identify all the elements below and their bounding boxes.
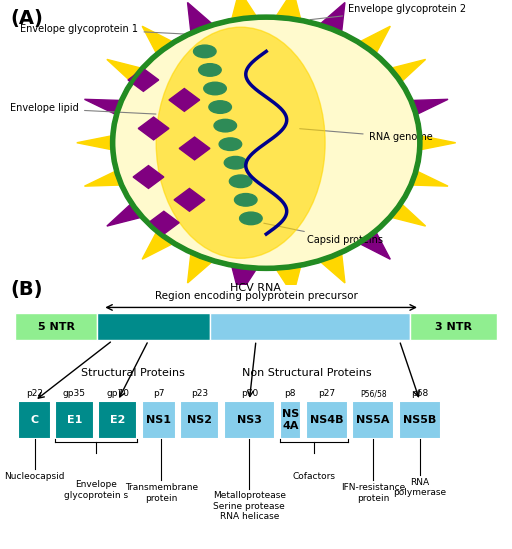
Polygon shape: [128, 69, 159, 91]
Polygon shape: [142, 26, 175, 53]
Text: P56/58: P56/58: [360, 389, 387, 398]
FancyBboxPatch shape: [18, 401, 51, 439]
Polygon shape: [357, 233, 390, 259]
FancyBboxPatch shape: [399, 401, 441, 439]
FancyBboxPatch shape: [280, 401, 301, 439]
Text: (A): (A): [10, 9, 43, 27]
FancyBboxPatch shape: [180, 401, 219, 439]
FancyBboxPatch shape: [97, 313, 210, 340]
Text: RNA
polymerase: RNA polymerase: [393, 478, 446, 497]
FancyBboxPatch shape: [410, 313, 497, 340]
Polygon shape: [169, 88, 200, 111]
Circle shape: [219, 138, 242, 150]
Text: RNA genome: RNA genome: [300, 128, 433, 142]
Text: Nucleocapsid: Nucleocapsid: [5, 472, 65, 481]
Text: p68: p68: [411, 389, 429, 398]
Text: NS1: NS1: [146, 415, 172, 425]
Text: Transmembrane
protein: Transmembrane protein: [125, 483, 198, 502]
Polygon shape: [84, 171, 122, 186]
Text: Capsid proteins: Capsid proteins: [264, 223, 383, 245]
FancyBboxPatch shape: [306, 401, 348, 439]
Text: p8: p8: [285, 389, 296, 398]
Circle shape: [234, 194, 257, 206]
Polygon shape: [138, 117, 169, 140]
Polygon shape: [148, 211, 179, 234]
Polygon shape: [420, 136, 456, 150]
FancyBboxPatch shape: [224, 401, 275, 439]
FancyBboxPatch shape: [15, 313, 97, 340]
Text: (B): (B): [10, 280, 42, 299]
Polygon shape: [318, 254, 345, 283]
Circle shape: [229, 175, 252, 188]
Polygon shape: [389, 59, 425, 81]
Text: Non Structural Proteins: Non Structural Proteins: [242, 368, 372, 378]
Circle shape: [240, 212, 262, 225]
Text: NS3: NS3: [237, 415, 262, 425]
Text: IFN-resistance
protein: IFN-resistance protein: [341, 483, 406, 502]
FancyBboxPatch shape: [55, 401, 94, 439]
Text: gp70: gp70: [106, 389, 129, 398]
Text: 5 NTR: 5 NTR: [38, 322, 75, 332]
Polygon shape: [187, 3, 214, 31]
Circle shape: [224, 156, 247, 169]
Text: p70: p70: [241, 389, 258, 398]
Text: Structural Proteins: Structural Proteins: [81, 368, 185, 378]
Text: Envelope
glycoprotein s: Envelope glycoprotein s: [64, 480, 128, 500]
Text: p27: p27: [318, 389, 335, 398]
Polygon shape: [389, 205, 425, 226]
Text: p22: p22: [26, 389, 43, 398]
Circle shape: [204, 82, 226, 95]
Polygon shape: [275, 0, 301, 19]
Text: NS
4A: NS 4A: [282, 409, 299, 431]
Text: NS4B: NS4B: [310, 415, 344, 425]
Polygon shape: [84, 99, 122, 114]
Text: E1: E1: [67, 415, 82, 425]
Ellipse shape: [113, 17, 420, 268]
Polygon shape: [107, 59, 144, 81]
FancyBboxPatch shape: [352, 401, 394, 439]
Polygon shape: [410, 171, 448, 186]
Polygon shape: [275, 266, 301, 295]
Polygon shape: [107, 205, 144, 226]
Polygon shape: [187, 254, 214, 283]
Text: HCV RNA: HCV RNA: [230, 283, 282, 293]
Polygon shape: [232, 266, 257, 295]
Text: gp35: gp35: [63, 389, 86, 398]
FancyBboxPatch shape: [210, 313, 410, 340]
Polygon shape: [410, 99, 448, 114]
Circle shape: [199, 64, 221, 76]
Ellipse shape: [156, 27, 325, 258]
Polygon shape: [77, 136, 113, 150]
FancyBboxPatch shape: [98, 401, 137, 439]
Text: p23: p23: [191, 389, 208, 398]
Text: NS5B: NS5B: [403, 415, 436, 425]
Text: Envelope glycoprotein 2: Envelope glycoprotein 2: [310, 3, 466, 20]
Text: 3 NTR: 3 NTR: [435, 322, 472, 332]
Text: Envelope lipid: Envelope lipid: [10, 103, 156, 114]
Text: E2: E2: [110, 415, 125, 425]
Polygon shape: [133, 166, 164, 188]
Polygon shape: [318, 3, 345, 31]
Polygon shape: [142, 233, 175, 259]
Circle shape: [194, 45, 216, 58]
Text: p7: p7: [153, 389, 165, 398]
Polygon shape: [357, 26, 390, 53]
Text: Region encoding polyprotein precursor: Region encoding polyprotein precursor: [155, 290, 357, 301]
Circle shape: [209, 101, 231, 113]
Text: NS2: NS2: [187, 415, 212, 425]
Polygon shape: [232, 0, 257, 19]
Text: Cofactors: Cofactors: [292, 472, 335, 481]
Text: Envelope glycoprotein 1: Envelope glycoprotein 1: [20, 24, 187, 34]
Text: C: C: [31, 415, 38, 425]
FancyBboxPatch shape: [142, 401, 176, 439]
Text: NS5A: NS5A: [356, 415, 390, 425]
Polygon shape: [179, 137, 210, 160]
Text: Metalloprotease
Serine protease
RNA helicase: Metalloprotease Serine protease RNA heli…: [213, 491, 286, 521]
Polygon shape: [174, 188, 205, 211]
Circle shape: [214, 119, 237, 132]
